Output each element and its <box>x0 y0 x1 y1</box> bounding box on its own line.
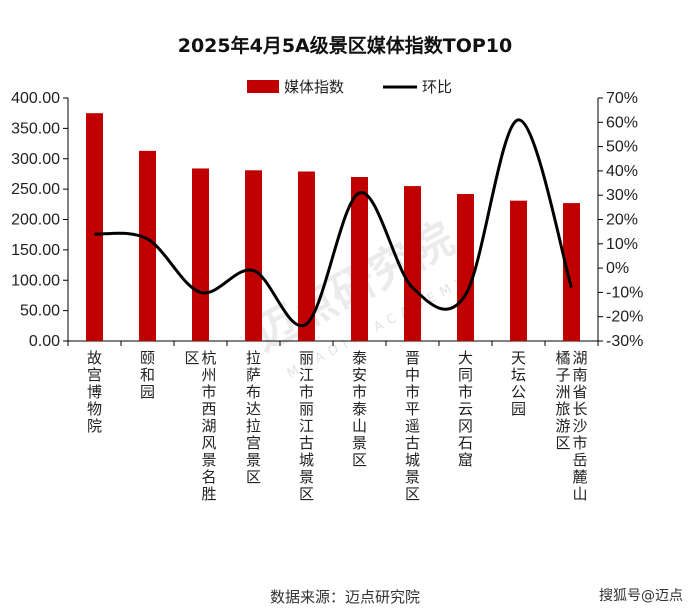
category-label-5: 泰安市泰山景区 <box>352 349 367 469</box>
category-label-7: 大同市云冈石窟 <box>458 349 473 469</box>
category-label-2: 杭州市西湖风景名胜区 <box>184 349 216 503</box>
right-tick-label: -30% <box>606 333 643 350</box>
right-tick-label: 20% <box>606 212 638 229</box>
bar-9 <box>563 203 580 341</box>
category-text: 拉萨布达拉宫景区 <box>246 349 261 486</box>
category-label-1: 颐和园 <box>140 349 155 401</box>
category-text: 湖南省长沙市岳麓山橘子洲旅游区 <box>555 349 587 503</box>
category-label-0: 故宫博物院 <box>87 349 102 435</box>
category-label-8: 天坛公园 <box>511 349 526 418</box>
bar-8 <box>510 200 527 341</box>
left-tick-label: 400.00 <box>11 90 60 107</box>
right-tick-label: 0% <box>606 260 629 277</box>
legend-line-label: 环比 <box>422 78 452 96</box>
right-tick-label: 70% <box>606 90 638 107</box>
category-text: 大同市云冈石窟 <box>458 349 473 469</box>
right-tick-label: 30% <box>606 187 638 204</box>
left-tick-label: 150.00 <box>11 242 60 259</box>
legend-bar-swatch <box>247 80 279 93</box>
bars <box>86 113 580 341</box>
bar-4 <box>298 171 315 341</box>
category-text: 丽江市丽江古城景区 <box>299 349 314 503</box>
left-tick-label: 300.00 <box>11 151 60 168</box>
right-tick-label: -20% <box>606 309 643 326</box>
brand-watermark: 搜狐号@迈点 <box>599 588 683 604</box>
bar-3 <box>245 170 262 341</box>
category-label-4: 丽江市丽江古城景区 <box>299 349 314 503</box>
bar-0 <box>86 113 103 341</box>
axes: 0.00 50.00 100.00 150.00 200.00 250.00 300.00 3… <box>11 90 643 350</box>
category-labels: 故宫博物院 颐和园 杭州市西湖风景名胜区 拉萨布达拉宫景区 丽江市丽江古城景区 泰安市泰山… <box>87 349 588 503</box>
category-text: 泰安市泰山景区 <box>352 349 367 469</box>
line-path <box>94 118 573 328</box>
right-tick-label: 60% <box>606 114 638 131</box>
category-text: 杭州市西湖风景名胜区 <box>184 349 216 503</box>
source-note: 数据来源：迈点研究院 <box>270 588 420 606</box>
category-label-3: 拉萨布达拉宫景区 <box>246 349 261 486</box>
left-tick-label: 50.00 <box>20 303 60 320</box>
left-tick-label: 0.00 <box>29 333 60 350</box>
legend-bar-label: 媒体指数 <box>284 78 344 96</box>
category-label-6: 晋中市平遥古城景区 <box>405 349 420 503</box>
legend: 媒体指数 环比 <box>247 78 452 96</box>
category-text: 故宫博物院 <box>87 349 102 435</box>
left-tick-label: 350.00 <box>11 120 60 137</box>
bar-5 <box>351 176 368 341</box>
left-tick-label: 100.00 <box>11 272 60 289</box>
right-tick-label: 50% <box>606 139 638 156</box>
bar-7 <box>457 193 474 341</box>
category-label-9: 湖南省长沙市岳麓山橘子洲旅游区 <box>555 349 587 503</box>
right-tick-label: 40% <box>606 163 638 180</box>
bar-6 <box>404 186 421 341</box>
chart-title: 2025年4月5A级景区媒体指数TOP10 <box>178 34 513 57</box>
line-series <box>94 118 573 328</box>
right-tick-label: -10% <box>606 284 643 301</box>
bar-2 <box>192 168 209 341</box>
category-text: 晋中市平遥古城景区 <box>405 349 420 503</box>
bar-1 <box>139 150 156 341</box>
left-tick-label: 200.00 <box>11 212 60 229</box>
category-text: 天坛公园 <box>511 349 526 418</box>
left-tick-label: 250.00 <box>11 181 60 198</box>
category-text: 颐和园 <box>140 349 155 401</box>
right-tick-label: 10% <box>606 236 638 253</box>
